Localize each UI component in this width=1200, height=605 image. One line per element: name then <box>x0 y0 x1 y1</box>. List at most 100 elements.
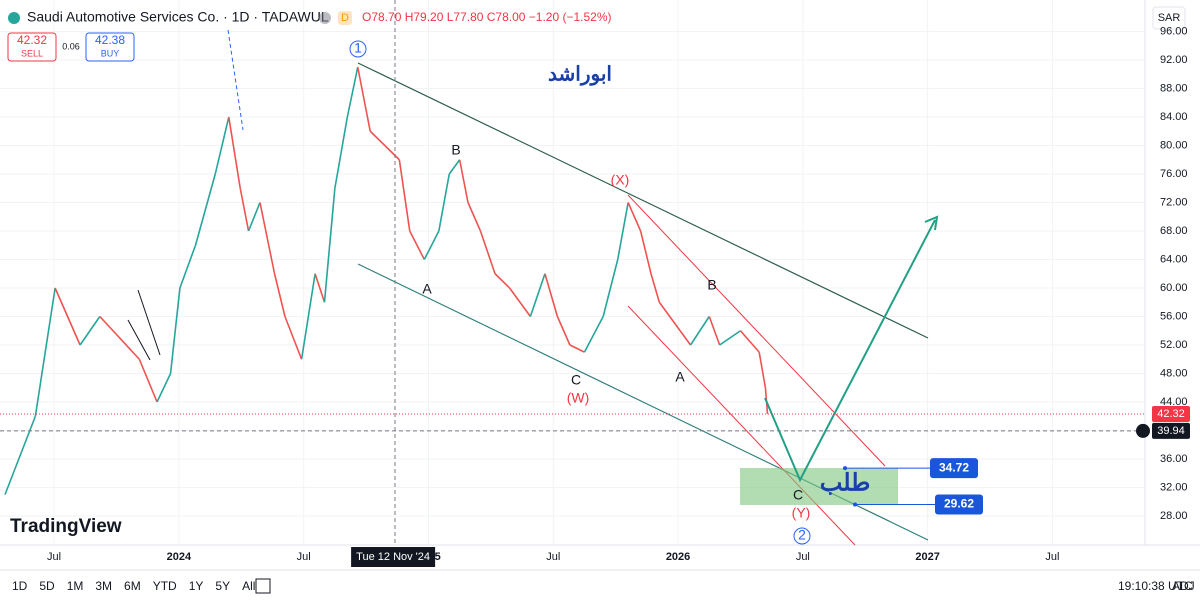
price-segment <box>398 159 411 232</box>
price-segment <box>346 66 359 118</box>
price-segment <box>334 116 349 189</box>
price-segment <box>494 273 511 289</box>
date-range-icon[interactable] <box>255 578 271 594</box>
x-tick-label: Jul <box>546 551 560 563</box>
range-button[interactable]: YTD <box>153 579 177 593</box>
price-segment <box>544 273 559 317</box>
range-button[interactable]: 5D <box>39 579 55 593</box>
sell-label: SELL <box>21 48 43 58</box>
price-segment <box>369 130 386 147</box>
x-tick-label: 2026 <box>666 551 690 563</box>
adj-button[interactable]: ADJ <box>1172 579 1195 593</box>
wave-label: B <box>451 142 460 158</box>
price-segment <box>259 202 276 274</box>
range-button[interactable]: All <box>242 579 255 593</box>
price-segment <box>4 415 37 495</box>
price-segment <box>508 287 532 317</box>
channel-line <box>627 305 856 546</box>
wave-label: C <box>571 372 581 388</box>
y-tick-label: 88.00 <box>1160 82 1188 94</box>
author-text: ابوراشد <box>548 63 612 86</box>
price-segment <box>169 287 181 374</box>
logo: TradingView <box>10 516 122 537</box>
price-segment <box>54 287 81 346</box>
price-segment <box>179 244 197 289</box>
x-tick-label: 2027 <box>915 551 939 563</box>
symbol-title: Saudi Automotive Services Co. · 1D · TAD… <box>27 9 329 25</box>
price-segment <box>409 230 426 260</box>
wave-circle <box>793 527 811 545</box>
target-label: 29.62 <box>944 497 974 511</box>
wave-label: (Y) <box>792 505 811 521</box>
range-button[interactable]: 1Y <box>189 579 204 593</box>
zone-label: طلب <box>820 469 871 496</box>
price-segment <box>194 173 217 246</box>
crosshair-price-tag <box>1152 422 1190 439</box>
buy-price: 42.38 <box>95 33 125 47</box>
price-segment <box>602 259 619 317</box>
price-segment <box>556 316 571 346</box>
badge-text: D <box>341 12 349 24</box>
price-segment <box>99 315 140 360</box>
x-tick-label: 2024 <box>167 551 192 563</box>
price-segment <box>423 230 440 260</box>
price-segment <box>228 116 242 189</box>
symbol-icon <box>8 12 20 24</box>
currency-button[interactable] <box>1152 6 1186 30</box>
y-tick-label: 80.00 <box>1160 139 1188 151</box>
range-button[interactable]: 5Y <box>215 579 230 593</box>
price-segment <box>34 287 56 417</box>
y-tick-label: 36.00 <box>1160 453 1188 465</box>
sell-button[interactable] <box>7 32 57 62</box>
y-tick-label: 44.00 <box>1160 396 1188 408</box>
crosshair-price-label: 39.94 <box>1157 425 1185 437</box>
price-segment <box>138 358 158 403</box>
clock: 19:10:38 UTC <box>1118 579 1193 593</box>
ohlc: O78.70 H79.20 L77.80 C78.00 −1.20 (−1.52… <box>362 10 612 24</box>
range-button[interactable]: 1M <box>67 579 84 593</box>
price-segment <box>679 330 692 346</box>
y-tick-label: 56.00 <box>1160 310 1188 322</box>
channel-line <box>357 62 929 339</box>
price-segment <box>529 273 546 317</box>
y-tick-label: 92.00 <box>1160 54 1188 66</box>
price-segment <box>458 159 469 203</box>
price-segment <box>239 188 250 232</box>
y-tick-label: 76.00 <box>1160 168 1188 180</box>
channel-line <box>627 194 886 467</box>
range-button[interactable]: 1D <box>12 579 28 593</box>
price-segment <box>479 230 496 275</box>
x-tick-label: Jul <box>47 551 61 563</box>
drawing <box>227 29 244 131</box>
y-tick-label: 32.00 <box>1160 481 1188 493</box>
price-segment <box>438 173 451 232</box>
price-segment <box>214 116 230 175</box>
price-segment <box>627 202 642 232</box>
price-segment <box>273 273 286 317</box>
crosshair-time-label: Tue 12 Nov '24 <box>356 551 430 563</box>
range-button[interactable]: 3M <box>95 579 112 593</box>
wave-label: (W) <box>567 390 590 406</box>
price-segment <box>758 351 767 388</box>
price-segment <box>639 230 652 274</box>
y-tick-label: 28.00 <box>1160 510 1188 522</box>
buy-button[interactable] <box>85 32 135 62</box>
price-segment <box>708 316 721 346</box>
demand-zone <box>740 468 898 505</box>
buy-label: BUY <box>101 48 120 58</box>
price-segment <box>467 202 482 232</box>
y-tick-label: 68.00 <box>1160 225 1188 237</box>
price-segment <box>156 373 172 403</box>
drawing <box>127 319 151 361</box>
wave-label: A <box>422 281 432 297</box>
target-dot <box>843 466 847 471</box>
range-button[interactable]: 6M <box>124 579 141 593</box>
arrow-head <box>924 215 939 231</box>
currency: SAR <box>1158 12 1181 24</box>
wave-label: A <box>675 369 685 385</box>
y-tick-label: 52.00 <box>1160 339 1188 351</box>
last-price-tag <box>1152 405 1190 422</box>
price-segment <box>689 316 710 346</box>
